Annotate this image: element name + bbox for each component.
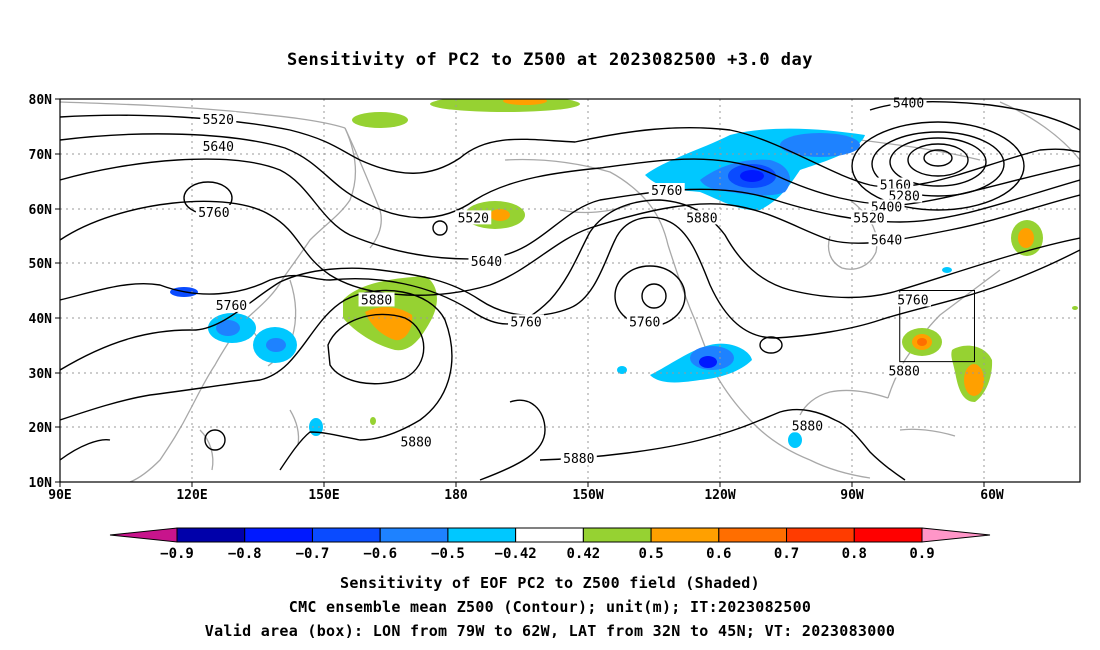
colorbar-label: 0.8: [842, 546, 867, 562]
sensitivity-shading: [170, 99, 1078, 448]
colorbar-swatch: [311, 527, 381, 543]
colorbar-label: 0.5: [638, 546, 663, 562]
colorbar-high-extension: [921, 527, 991, 543]
contour-label: 5760: [198, 206, 229, 221]
lon-label: 180: [444, 488, 468, 503]
contour-label-bg: [626, 314, 663, 329]
lat-label: 10N: [29, 476, 53, 491]
caption-shaded: Sensitivity of EOF PC2 to Z500 field (Sh…: [340, 574, 760, 592]
lon-label: 150E: [308, 488, 339, 503]
colorbar-label: −0.8: [228, 546, 262, 562]
contour-label-bg: [850, 210, 887, 225]
lon-label: 60W: [980, 488, 1004, 503]
lat-label: 50N: [29, 257, 53, 272]
contour-label: 5520: [853, 211, 884, 226]
contour-label-bg: [213, 297, 250, 312]
valid-area-box: [899, 290, 975, 363]
lon-label: 150W: [572, 488, 603, 503]
caption-contour: CMC ensemble mean Z500 (Contour); unit(m…: [288, 598, 812, 616]
colorbar-label: −0.9: [160, 546, 194, 562]
colorbar-label: −0.5: [431, 546, 465, 562]
colorbar-swatch: [853, 527, 923, 543]
contour-label-bg: [683, 210, 720, 225]
contour-label: 5640: [471, 255, 502, 270]
colorbar-label: 0.9: [909, 546, 934, 562]
contour-label: 5880: [563, 452, 594, 467]
contour-label: 5760: [651, 184, 682, 199]
contour-label-bg: [894, 292, 931, 307]
contour-label-bg: [560, 451, 597, 466]
colorbar-label: 0.7: [774, 546, 799, 562]
lon-label: 90E: [48, 488, 71, 503]
contour-label-bg: [868, 232, 905, 247]
latitude-labels: 80N 70N 60N 50N 40N 30N 20N 10N: [29, 93, 53, 491]
colorbar-label: −0.42: [495, 546, 537, 562]
contour-label-bg: [789, 418, 826, 433]
lat-label: 30N: [29, 367, 53, 382]
colorbar-swatch: [582, 527, 652, 543]
colorbar-swatch: [176, 527, 246, 543]
colorbar-label: 0.42: [567, 546, 601, 562]
contour-label-bg: [508, 314, 545, 329]
contour-label: 5880: [792, 419, 823, 434]
contour-label: 5760: [629, 315, 660, 330]
lon-label: 120E: [176, 488, 207, 503]
colorbar-swatch: [786, 527, 855, 543]
colorbar-label: 0.6: [706, 546, 731, 562]
colorbar-low-extension: [109, 527, 178, 543]
contour-label: 5880: [361, 293, 392, 308]
contour-label: 5760: [216, 299, 247, 314]
contour-label: 5760: [897, 293, 928, 308]
lat-label: 20N: [29, 421, 53, 436]
colorbar-swatch: [447, 527, 517, 543]
contour-label-bg: [877, 177, 914, 192]
contour-label: 5880: [400, 436, 431, 451]
colorbar: −0.9 −0.8 −0.7 −0.6 −0.5 −0.42 0.42 0.5 0.6 0.7 0.…: [109, 527, 991, 562]
contour-label: 5760: [510, 315, 541, 330]
lon-label: 120W: [704, 488, 735, 503]
lat-label: 60N: [29, 203, 53, 218]
lat-label: 80N: [29, 93, 53, 108]
map-ticks: [55, 98, 985, 487]
chart-title: Sensitivity of PC2 to Z500 at 2023082500…: [286, 50, 813, 70]
contour-label-bg: [195, 204, 232, 219]
lon-label: 90W: [840, 488, 864, 503]
lat-label: 40N: [29, 312, 53, 327]
contour-label: 5880: [686, 211, 717, 226]
colorbar-label: −0.7: [296, 546, 330, 562]
colorbar-swatch: [718, 527, 788, 543]
colorbar-swatch: [244, 527, 313, 543]
colorbar-swatch: [650, 527, 720, 543]
contour-label-bg: [886, 188, 923, 203]
contour-label-bg: [468, 254, 505, 269]
contour-label-bg: [886, 363, 923, 378]
lat-label: 70N: [29, 148, 53, 163]
longitude-labels: 90E 120E 150E 180 150W 120W 90W 60W: [48, 488, 1004, 503]
contour-label-bg: [868, 199, 905, 214]
contour-label-bg: [648, 183, 685, 198]
contour-label-bg: [200, 111, 237, 126]
contour-label-bg: [398, 434, 435, 449]
caption-valid-area: Valid area (box): LON from 79W to 62W, L…: [204, 622, 896, 640]
contour-label: 5520: [458, 211, 489, 226]
contour-label-bg: [358, 292, 395, 307]
colorbar-swatch: [379, 527, 449, 543]
contour-label: 5640: [871, 233, 902, 248]
contour-label: 5400: [893, 96, 924, 111]
contour-label-bg: [200, 139, 237, 154]
contour-label: 5640: [203, 140, 234, 155]
contour-labels: 5520 5640 5760 5760 5880 5520 5640 5760 5760 5760…: [195, 95, 931, 467]
map-frame: [59, 98, 1081, 483]
contour-label: 5880: [888, 365, 919, 380]
colorbar-label: −0.6: [363, 546, 397, 562]
colorbar-swatch: [515, 527, 584, 543]
contour-label-bg: [455, 210, 492, 225]
contour-label: 5520: [203, 113, 234, 128]
